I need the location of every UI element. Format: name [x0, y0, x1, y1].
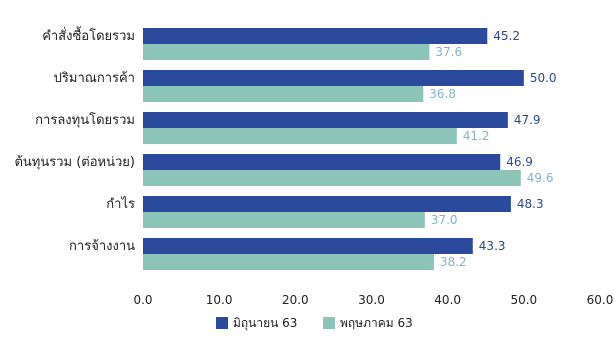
value-label: 50.0 [530, 71, 557, 85]
legend-label: มิถุนายน 63 [233, 316, 297, 331]
value-label: 46.9 [506, 155, 533, 169]
value-label: 36.8 [429, 87, 456, 101]
x-tick-label: 50.0 [510, 293, 537, 307]
bar-may [143, 170, 521, 186]
legend-swatch [216, 317, 228, 329]
bar-june [143, 112, 508, 128]
category-label: ปริมาณการค้า [54, 71, 135, 86]
value-label: 38.2 [440, 255, 467, 269]
bar-june [143, 196, 511, 212]
bar-may [143, 44, 430, 60]
category-label: คำสั่งซื้อโดยรวม [42, 26, 135, 44]
bar-may [143, 128, 457, 144]
value-label: 47.9 [514, 113, 541, 127]
value-label: 43.3 [479, 239, 506, 253]
bar-june [143, 154, 501, 170]
bar-june [143, 70, 524, 86]
bar-june [143, 28, 488, 44]
x-tick-label: 60.0 [587, 293, 614, 307]
x-tick-label: 40.0 [434, 293, 461, 307]
value-label: 48.3 [517, 197, 544, 211]
bar-june [143, 238, 473, 254]
value-label: 45.2 [493, 29, 520, 43]
x-tick-label: 10.0 [206, 293, 233, 307]
x-tick-label: 20.0 [282, 293, 309, 307]
value-label: 41.2 [463, 129, 490, 143]
bar-may [143, 254, 434, 270]
value-label: 37.0 [431, 213, 458, 227]
legend-label: พฤษภาคม 63 [340, 316, 413, 330]
value-label: 37.6 [435, 45, 462, 59]
x-tick-label: 30.0 [358, 293, 385, 307]
category-label: การจ้างงาน [69, 239, 135, 254]
category-label: ต้นทุนรวม (ต่อหน่วย) [14, 155, 135, 170]
bar-may [143, 212, 425, 228]
x-tick-label: 0.0 [133, 293, 152, 307]
category-label: การลงทุนโดยรวม [35, 112, 135, 128]
value-label: 49.6 [527, 171, 554, 185]
category-label: กำไร [106, 196, 135, 212]
bar-may [143, 86, 424, 102]
legend-swatch [323, 317, 335, 329]
